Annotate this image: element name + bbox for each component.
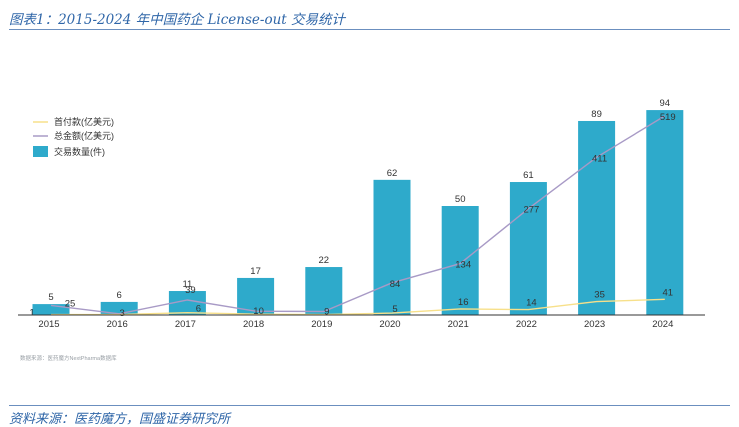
total-label-2017: 39 [185,285,196,296]
first-label-2022: 14 [526,298,537,309]
total-label-2019: 9 [324,307,329,318]
legend: 首付款(亿美元) 总金额(亿美元) 交易数量(件) [33,116,114,157]
bar-series [32,110,684,315]
count-label-2024: 94 [660,98,671,109]
legend-swatch-deal-count [33,146,48,157]
first-payment-line [51,298,665,316]
bar-2024 [646,110,684,315]
x-tick-2017: 2017 [175,319,196,330]
total-label-2022: 277 [523,205,539,216]
count-label-2015: 5 [48,292,53,303]
legend-label-total-amount: 总金额(亿美元) [54,130,114,141]
count-label-2022: 61 [523,170,534,181]
total-label-2016: 3 [120,308,125,319]
total-amount-line [50,115,666,315]
figure-title: 图表1：2015-2024 年中国药企 License-out 交易统计 [9,12,345,28]
total-label-2024: 519 [660,112,676,123]
legend-label-deal-count: 交易数量(件) [54,146,105,157]
count-label-2018: 17 [250,266,261,277]
footer-divider [9,405,730,406]
first-label-2020: 5 [392,304,397,315]
x-tick-2023: 2023 [584,319,605,330]
line-series [50,115,666,316]
count-label-2019: 22 [319,255,330,266]
x-tick-2020: 2020 [379,319,400,330]
first-label-2015: 1 [29,308,34,319]
first-label-2023: 35 [594,290,605,301]
bar-2022 [509,182,547,315]
count-label-2021: 50 [455,194,466,205]
count-label-2020: 62 [387,168,398,179]
first-label-2017: 6 [196,304,201,315]
bar-2021 [441,206,479,315]
x-tick-2019: 2019 [311,319,332,330]
x-tick-2024: 2024 [652,319,673,330]
x-tick-2022: 2022 [516,319,537,330]
bar-2015 [32,304,70,315]
total-label-2021: 134 [455,260,471,271]
first-label-2021: 16 [458,297,469,308]
x-tick-2016: 2016 [107,319,128,330]
total-label-2023: 411 [592,153,607,164]
bar-2020 [373,179,411,315]
count-label-2016: 6 [117,290,122,301]
x-tick-2018: 2018 [243,319,264,330]
x-tick-2021: 2021 [448,319,469,330]
total-label-2018: 10 [253,306,264,317]
x-axis-ticks: 2015 2016 2017 2018 2019 2020 2021 2022 2023 2024 [38,319,673,330]
header-divider [9,29,730,30]
count-label-2023: 89 [591,109,602,120]
x-tick-2015: 2015 [38,319,59,330]
legend-label-first-payment: 首付款(亿美元) [54,116,114,127]
count-label-2017: 11 [182,279,192,290]
first-label-2024: 41 [663,287,674,298]
total-label-2015: 25 [65,298,76,309]
footer-source: 资料来源：医药魔方，国盛证券研究所 [9,412,231,427]
chart-source-note: 数据来源：医药魔方NextPharma数据库 [20,356,117,362]
total-label-2020: 84 [390,279,401,290]
bar-2017 [168,291,206,315]
bar-2023 [578,120,616,315]
